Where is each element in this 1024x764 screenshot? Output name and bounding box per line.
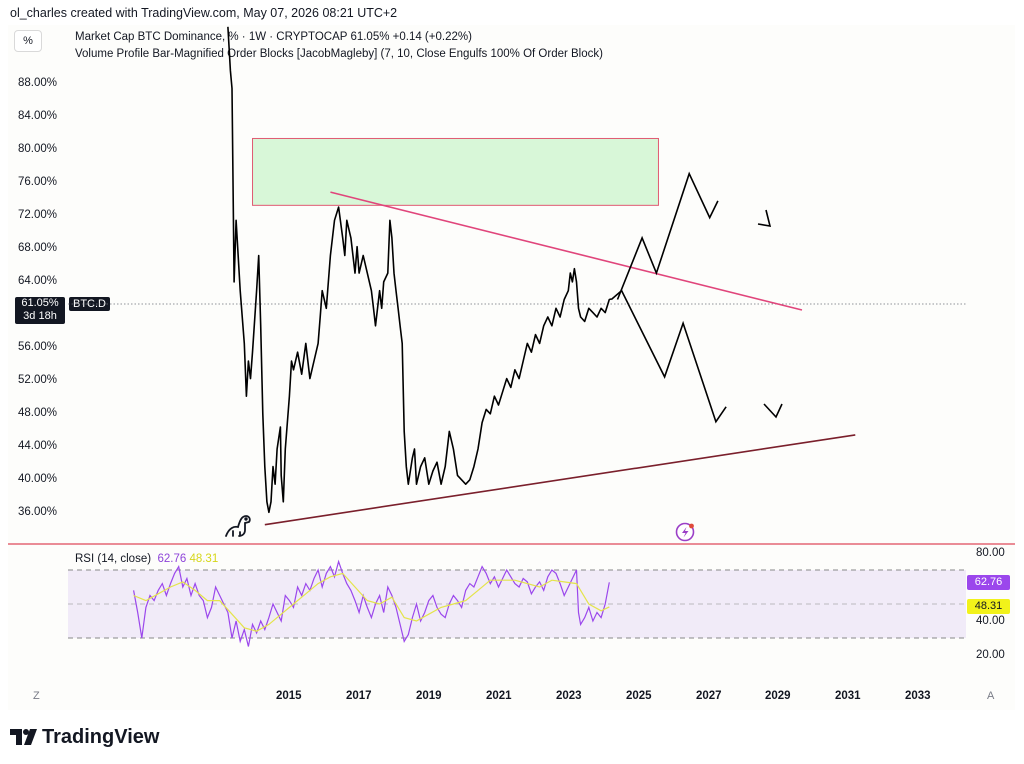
rsi-tick-label: 40.00 [976,615,1005,627]
x-tick-label: 2015 [276,690,302,702]
rsi-value-badge: 62.76 [967,575,1010,590]
order-block-zone [252,137,659,206]
y-tick-label: 52.00% [18,374,58,386]
auto-scale-button[interactable]: A [987,690,995,702]
x-tick-label: 2033 [905,690,931,702]
header-credit: ol_charles created with TradingView.com,… [10,6,398,20]
x-tick-label: 2031 [835,690,861,702]
y-tick-label: 84.00% [18,110,58,122]
rsi-legend[interactable]: RSI (14, close) 62.76 48.31 [75,553,218,565]
y-tick-label: 36.00% [18,506,58,518]
x-tick-label: 2017 [346,690,372,702]
x-tick-label: 2027 [696,690,722,702]
arrow-head-down [763,403,783,419]
x-tick-label: 2019 [416,690,442,702]
dinosaur-icon [225,515,251,537]
rsi-ma-line [133,572,610,632]
rsi-tick-label: 20.00 [976,649,1005,661]
x-tick-label: 2025 [626,690,652,702]
support-trendline [264,434,856,526]
rsi-ma-value-badge: 48.31 [967,599,1010,614]
resistance-trendline [330,191,803,311]
y-tick-label: 68.00% [18,242,58,254]
arrow-head-up [757,209,772,227]
zoom-button[interactable]: Z [33,690,40,702]
btc-dominance-line [227,26,612,514]
rsi-legend-value: 62.76 [157,553,187,565]
x-tick-label: 2023 [556,690,582,702]
y-tick-label: 56.00% [18,341,58,353]
bearish-projection-path [610,289,727,424]
y-tick-label: 72.00% [18,209,58,221]
symbol-legend[interactable]: Market Cap BTC Dominance, % · 1W · CRYPT… [75,31,472,43]
y-tick-label: 44.00% [18,440,58,452]
bar-countdown: 3d 18h [23,310,57,322]
rsi-line [133,559,610,647]
bullish-projection-path [616,171,719,300]
y-tick-label: 64.00% [18,275,58,287]
rsi-legend-ma-value: 48.31 [189,553,219,565]
indicator-legend[interactable]: Volume Profile Bar-Magnified Order Block… [75,48,603,60]
tradingview-logo-text: TradingView [42,726,160,748]
percent-scale-toggle[interactable]: % [14,30,42,52]
rsi-tick-label: 80.00 [976,547,1005,559]
y-tick-label: 40.00% [18,473,58,485]
y-tick-label: 80.00% [18,143,58,155]
y-tick-label: 88.00% [18,77,58,89]
tradingview-logo-icon [10,729,37,745]
event-flash-icon [675,522,695,542]
last-price-badge: 61.05% 3d 18h [15,297,65,324]
y-tick-label: 48.00% [18,407,58,419]
x-tick-label: 2029 [765,690,791,702]
x-tick-label: 2021 [486,690,512,702]
y-tick-label: 76.00% [18,176,58,188]
rsi-legend-title: RSI (14, close) [75,553,152,565]
last-price-value: 61.05% [21,297,59,309]
